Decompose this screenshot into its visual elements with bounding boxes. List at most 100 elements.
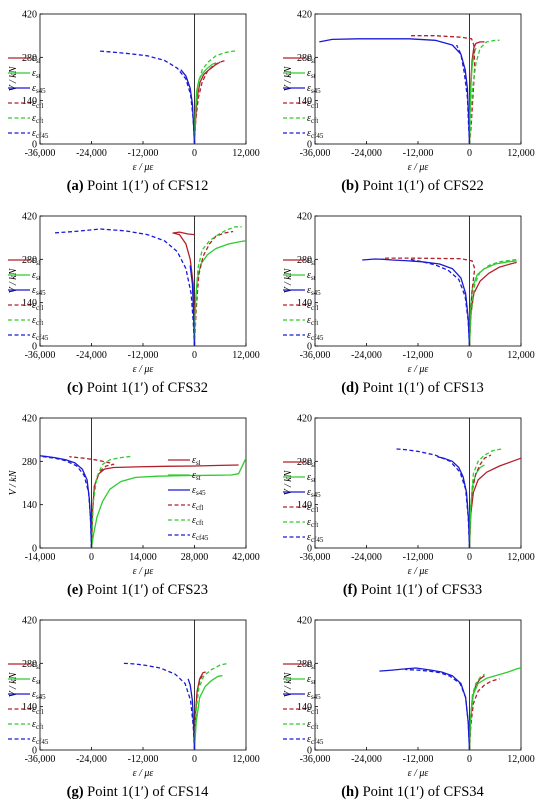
y-tick-label: 420 [297,212,312,223]
legend-label-sl: εsl [32,53,41,65]
caption-letter: (e) [67,582,84,598]
x-tick-label: 0 [467,148,472,159]
series-line-cf45 [409,258,471,346]
y-tick-label: 140 [297,96,312,107]
x-tick-label: -24,000 [76,148,107,159]
panel-h: -36,000 -24,000 -12,000 0 12,000 0 140 280 420 ε … [275,606,550,808]
y-tick-label: 0 [307,140,312,151]
y-tick-label: 140 [297,298,312,309]
series-line-cft [468,448,502,548]
series-line-s45 [180,69,196,144]
series-line-s45 [40,455,93,548]
x-tick-label: 12,000 [507,148,535,159]
legend-label-s45: εs45 [192,485,206,497]
series-line-cf45 [396,448,471,548]
plot-frame [314,215,522,347]
x-tick-label: 12,000 [507,552,535,563]
series-line-cfl [383,257,476,346]
series-line-cf45 [121,662,196,750]
plot-frame [39,215,247,347]
x-tick-label: 0 [467,552,472,563]
series-line-cfl [193,230,234,346]
panel-caption: (g) Point 1(1′) of CFS14 [0,784,275,801]
legend-label-cfl: εcfl [32,300,43,312]
series-line-s45 [362,258,471,346]
legend-label-cf45: εcf45 [192,530,209,542]
y-axis-label: V / kN [283,267,294,293]
y-tick-label: 420 [22,414,37,425]
legend-label-cf45: εcf45 [307,532,324,544]
x-axis-label: ε / με [133,162,154,173]
panel-c: -36,000 -24,000 -12,000 0 12,000 0 140 280 420 ε … [0,202,275,404]
legend-label-sl: εsl [307,457,316,469]
y-tick-label: 420 [22,616,37,627]
legend-label-s45: εs45 [307,689,321,701]
x-tick-label: 0 [467,754,472,765]
legend-label-cfl: εcfl [307,704,318,716]
x-tick-label: -12,000 [128,754,159,765]
panel-caption: (b) Point 1(1′) of CFS22 [275,178,550,195]
x-tick-label: -36,000 [25,148,56,159]
x-tick-label: -14,000 [25,552,56,563]
x-tick-label: -12,000 [403,350,434,361]
x-axis-label: ε / με [133,364,154,375]
x-tick-label: -24,000 [76,754,107,765]
panel-caption: (h) Point 1(1′) of CFS34 [275,784,550,801]
legend-label-cft: εcft [32,315,43,327]
chart-svg: -36,000 -24,000 -12,000 0 12,0000140280420ε … [283,414,535,577]
series-line-cf45 [40,455,93,548]
legend-label-cft: εcft [307,315,318,327]
panel-caption: (f) Point 1(1′) of CFS33 [275,582,550,599]
caption-text: Point 1(1′) of CFS33 [357,582,483,598]
series-line-cft [468,258,519,346]
y-tick-label: 140 [297,702,312,713]
x-tick-label: -24,000 [351,148,382,159]
y-tick-label: 420 [297,10,312,21]
y-axis-label: V / kN [8,469,19,495]
legend-label-st: εst [32,270,41,282]
x-axis-label: ε / με [133,768,154,779]
x-tick-label: -12,000 [403,754,434,765]
series-line-st [90,457,246,548]
x-axis-label: ε / με [408,566,429,577]
y-axis-label: V / kN [283,671,294,697]
caption-text: Point 1(1′) of CFS32 [83,380,208,396]
x-axis-label: ε / με [408,162,429,173]
legend-label-s45: εs45 [32,285,46,297]
caption-letter: (c) [67,380,84,396]
x-tick-label: -12,000 [128,148,159,159]
chart-svg: -36,000 -24,000 -12,000 0 12,0000140280420ε … [283,10,535,173]
caption-text: Point 1(1′) of CFS12 [83,178,209,194]
legend-label-cf45: εcf45 [32,330,49,342]
panel-e: -14,000 0 14,000 28,000 42,000 0 140 280 420 ε / … [0,404,275,606]
y-tick-label: 280 [22,457,37,468]
x-tick-label: -24,000 [76,350,107,361]
legend-label-cf45: εcf45 [32,734,49,746]
y-tick-label: 0 [307,544,312,555]
legend-label-cfl: εcfl [192,500,203,512]
series-line-cft [468,673,485,750]
legend-label-st: εst [192,470,201,482]
legend-label-sl: εsl [307,659,316,671]
x-tick-label: -24,000 [351,552,382,563]
y-tick-label: 0 [307,342,312,353]
x-tick-label: -36,000 [25,754,56,765]
legend-label-cf45: εcf45 [307,128,324,140]
x-tick-label: -36,000 [25,350,56,361]
series-line-s45 [187,678,196,750]
caption-letter: (d) [341,380,359,396]
series-line-cf45 [52,228,196,346]
y-tick-label: 420 [22,10,37,21]
panel-caption: (d) Point 1(1′) of CFS13 [275,380,550,397]
y-axis-label: V / kN [8,267,19,293]
panel-g: -36,000 -24,000 -12,000 0 12,000 0 140 280 420 ε … [0,606,275,808]
caption-letter: (g) [66,784,84,800]
series-line-cft [193,662,229,750]
caption-text: Point 1(1′) of CFS13 [358,380,484,396]
chart-svg: -36,000 -24,000 -12,000 0 12,0000140280420ε … [283,616,535,779]
series-line-sl [468,457,521,548]
panel-b: -36,000 -24,000 -12,000 0 12,000 0 140 280 420 ε … [275,0,550,202]
x-tick-label: 0 [192,754,197,765]
y-axis-label: V / kN [283,65,294,91]
